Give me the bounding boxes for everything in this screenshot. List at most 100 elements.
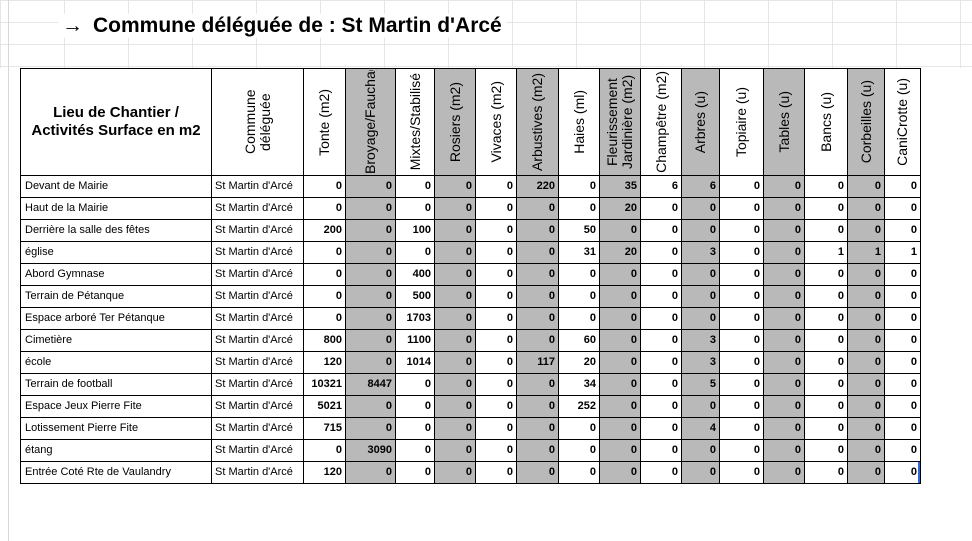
- cell-value[interactable]: 0: [763, 241, 805, 264]
- cell-value[interactable]: 0: [599, 351, 641, 374]
- cell-value[interactable]: 0: [599, 307, 641, 330]
- cell-value[interactable]: 0: [303, 263, 346, 286]
- cell-value[interactable]: 8447: [345, 373, 396, 396]
- cell-value[interactable]: 0: [804, 461, 848, 484]
- cell-value[interactable]: 0: [884, 285, 921, 308]
- cell-value[interactable]: 0: [516, 417, 559, 440]
- cell-value[interactable]: 100: [395, 219, 435, 242]
- cell-value[interactable]: 0: [558, 439, 600, 462]
- cell-commune[interactable]: St Martin d'Arcé: [211, 439, 304, 462]
- cell-value[interactable]: 0: [719, 439, 764, 462]
- cell-value[interactable]: 0: [475, 439, 517, 462]
- cell-value[interactable]: 0: [847, 417, 885, 440]
- cell-value[interactable]: 0: [719, 219, 764, 242]
- cell-value[interactable]: 0: [681, 219, 720, 242]
- cell-value[interactable]: 0: [719, 307, 764, 330]
- cell-value[interactable]: 0: [719, 285, 764, 308]
- cell-commune[interactable]: St Martin d'Arcé: [211, 285, 304, 308]
- cell-value[interactable]: 3090: [345, 439, 396, 462]
- cell-lieu[interactable]: Espace arboré Ter Pétanque: [20, 307, 212, 330]
- cell-value[interactable]: 0: [345, 351, 396, 374]
- cell-value[interactable]: 6: [681, 175, 720, 198]
- cell-value[interactable]: 0: [847, 351, 885, 374]
- cell-commune[interactable]: St Martin d'Arcé: [211, 241, 304, 264]
- cell-value[interactable]: 0: [599, 417, 641, 440]
- cell-value[interactable]: 0: [516, 285, 559, 308]
- cell-value[interactable]: 1: [804, 241, 848, 264]
- cell-value[interactable]: 0: [884, 175, 921, 198]
- cell-value[interactable]: 0: [475, 197, 517, 220]
- cell-value[interactable]: 0: [434, 219, 476, 242]
- header-lieu[interactable]: Lieu de Chantier / Activités Surface en …: [20, 68, 212, 176]
- cell-value[interactable]: 0: [345, 329, 396, 352]
- cell-value[interactable]: 0: [345, 219, 396, 242]
- cell-value[interactable]: 0: [763, 175, 805, 198]
- cell-value[interactable]: 0: [804, 395, 848, 418]
- cell-value[interactable]: 0: [345, 461, 396, 484]
- cell-commune[interactable]: St Martin d'Arcé: [211, 373, 304, 396]
- cell-value[interactable]: 0: [763, 307, 805, 330]
- cell-value[interactable]: 0: [847, 285, 885, 308]
- header-arbres[interactable]: Arbres (u): [681, 68, 720, 176]
- header-bancs[interactable]: Bancs (u): [804, 68, 848, 176]
- cell-value[interactable]: 0: [763, 197, 805, 220]
- cell-value[interactable]: 0: [558, 263, 600, 286]
- cell-value[interactable]: 0: [475, 241, 517, 264]
- header-mixtes[interactable]: Mixtes/Stabilisé: [395, 68, 435, 176]
- cell-lieu[interactable]: Cimetière: [20, 329, 212, 352]
- cell-value[interactable]: 0: [516, 439, 559, 462]
- header-canicrotte[interactable]: CaniCrotte (u): [884, 68, 921, 176]
- cell-value[interactable]: 1014: [395, 351, 435, 374]
- cell-value[interactable]: 0: [599, 395, 641, 418]
- cell-value[interactable]: 120: [303, 461, 346, 484]
- cell-lieu[interactable]: église: [20, 241, 212, 264]
- cell-value[interactable]: 0: [847, 175, 885, 198]
- header-topiaire[interactable]: Topiaire (u): [719, 68, 764, 176]
- cell-value[interactable]: 0: [884, 351, 921, 374]
- cell-value[interactable]: 0: [804, 351, 848, 374]
- cell-value[interactable]: 0: [847, 461, 885, 484]
- cell-value[interactable]: 20: [599, 197, 641, 220]
- header-vivaces[interactable]: Vivaces (m2): [475, 68, 517, 176]
- cell-value[interactable]: 0: [395, 439, 435, 462]
- cell-value[interactable]: 0: [719, 329, 764, 352]
- cell-value[interactable]: 0: [558, 307, 600, 330]
- cell-value[interactable]: 0: [640, 461, 682, 484]
- cell-value[interactable]: 0: [303, 307, 346, 330]
- cell-value[interactable]: 50: [558, 219, 600, 242]
- cell-value[interactable]: 0: [640, 395, 682, 418]
- cell-value[interactable]: 0: [558, 461, 600, 484]
- cell-value[interactable]: 0: [599, 263, 641, 286]
- cell-value[interactable]: 0: [599, 461, 641, 484]
- cell-lieu[interactable]: étang: [20, 439, 212, 462]
- cell-value[interactable]: 0: [434, 351, 476, 374]
- cell-value[interactable]: 5021: [303, 395, 346, 418]
- header-broyage[interactable]: Broyage/Fauchage: [345, 68, 396, 176]
- cell-value[interactable]: 0: [640, 285, 682, 308]
- cell-value[interactable]: 3: [681, 241, 720, 264]
- cell-value[interactable]: 0: [804, 373, 848, 396]
- cell-value[interactable]: 0: [719, 241, 764, 264]
- header-tables[interactable]: Tables (u): [763, 68, 805, 176]
- cell-value[interactable]: 0: [763, 329, 805, 352]
- cell-value[interactable]: 35: [599, 175, 641, 198]
- cell-value[interactable]: 0: [763, 285, 805, 308]
- cell-value[interactable]: 3: [681, 351, 720, 374]
- cell-lieu[interactable]: Devant de Mairie: [20, 175, 212, 198]
- cell-commune[interactable]: St Martin d'Arcé: [211, 263, 304, 286]
- cell-value[interactable]: 20: [558, 351, 600, 374]
- cell-value[interactable]: 0: [434, 439, 476, 462]
- cell-value[interactable]: 0: [847, 307, 885, 330]
- cell-value[interactable]: 0: [475, 417, 517, 440]
- cell-value[interactable]: 0: [804, 329, 848, 352]
- cell-value[interactable]: 0: [395, 417, 435, 440]
- cell-value[interactable]: 0: [847, 395, 885, 418]
- cell-value[interactable]: 0: [719, 351, 764, 374]
- header-arbustives[interactable]: Arbustives (m2): [516, 68, 559, 176]
- cell-value[interactable]: 0: [847, 329, 885, 352]
- cell-lieu[interactable]: Entrée Coté Rte de Vaulandry: [20, 461, 212, 484]
- cell-commune[interactable]: St Martin d'Arcé: [211, 307, 304, 330]
- cell-value[interactable]: 800: [303, 329, 346, 352]
- cell-value[interactable]: 0: [475, 461, 517, 484]
- cell-value[interactable]: 0: [516, 263, 559, 286]
